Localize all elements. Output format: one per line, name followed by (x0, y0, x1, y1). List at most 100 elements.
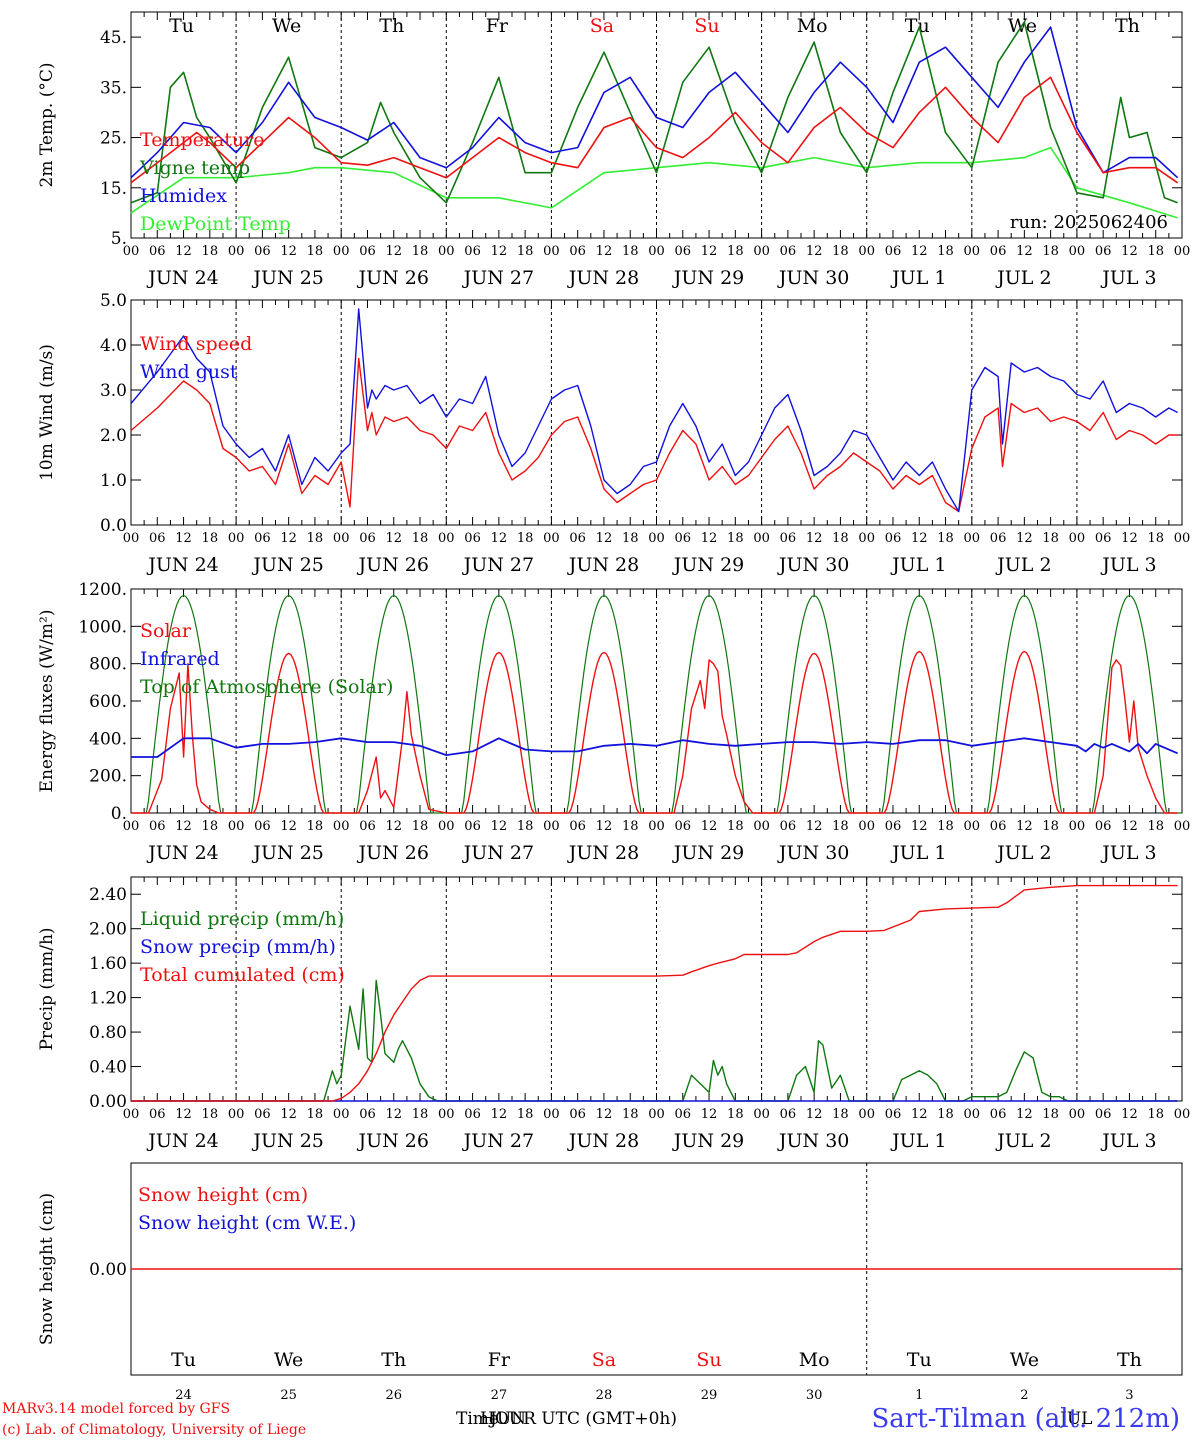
panels: 5.15.25.35.45.2m Temp. (°C)00 06 12 18 00 06 1… (37, 11, 1191, 1403)
hour-tick-label: 12 (1121, 244, 1138, 259)
hour-tick-label: 06 (780, 819, 797, 834)
hour-tick-label: 18 (832, 244, 849, 259)
date-label: JUN 28 (567, 554, 639, 576)
legend-entry: DewPoint Temp (140, 213, 291, 235)
hour-tick-label: 00 (543, 819, 560, 834)
y-tick-label: 5.0 (100, 291, 127, 311)
hour-tick-label: 06 (885, 819, 902, 834)
hour-tick-label: 00 (1174, 1107, 1191, 1122)
hour-tick-label: 18 (727, 531, 744, 546)
hour-tick-label: 06 (675, 531, 692, 546)
hour-tick-label: 06 (885, 244, 902, 259)
hour-tick-label: 18 (727, 244, 744, 259)
hour-tick-label: 12 (280, 244, 297, 259)
hour-tick-label: 06 (780, 531, 797, 546)
hour-tick-label: 00 (543, 531, 560, 546)
weekday-label: Su (696, 1349, 721, 1371)
hour-tick-label: 00 (1174, 819, 1191, 834)
y-tick-label: 5. (111, 229, 127, 249)
hour-tick-label: 18 (412, 244, 429, 259)
hour-tick-label: 18 (307, 1107, 324, 1122)
hour-tick-label: 18 (202, 1107, 219, 1122)
day-number-label: 25 (280, 1388, 297, 1403)
date-label: JUN 24 (146, 842, 218, 864)
hour-tick-label: 12 (175, 531, 192, 546)
hour-tick-label: 18 (412, 819, 429, 834)
weekday-label: Sa (590, 15, 614, 37)
date-label: JUN 25 (251, 842, 323, 864)
hour-tick-label: 06 (569, 531, 586, 546)
hour-tick-label: 00 (1069, 1107, 1086, 1122)
date-label: JUL 2 (995, 842, 1051, 864)
hour-tick-label: 18 (622, 244, 639, 259)
hour-tick-label: 18 (517, 244, 534, 259)
hour-tick-label: 06 (254, 1107, 271, 1122)
day-number-label: 3 (1125, 1388, 1133, 1403)
hour-tick-label: 12 (911, 1107, 928, 1122)
hour-tick-label: 18 (307, 244, 324, 259)
hour-tick-label: 00 (858, 244, 875, 259)
date-label: JUN 25 (251, 267, 323, 289)
legend-entry: Infrared (140, 648, 220, 670)
hour-tick-label: 12 (385, 531, 402, 546)
panel-3: 0. 200. 400. 600. 800. 1000. 1200. Energy fluxe… (37, 580, 1190, 864)
hour-tick-label: 18 (307, 531, 324, 546)
hour-tick-label: 12 (385, 244, 402, 259)
hour-tick-label: 06 (149, 244, 166, 259)
hour-tick-label: 12 (280, 531, 297, 546)
hour-tick-label: 12 (701, 531, 718, 546)
hour-tick-label: 18 (937, 819, 954, 834)
legend-entry: Top of Atmosphere (Solar) (140, 676, 393, 698)
hour-tick-label: 12 (911, 819, 928, 834)
plot-frame (130, 588, 1183, 814)
hour-tick-label: 00 (438, 819, 455, 834)
hour-tick-label: 18 (1147, 244, 1164, 259)
xlabel-time: Time (456, 1409, 499, 1429)
y-tick-label: 0.40 (89, 1058, 127, 1078)
infrared-line (131, 737, 1178, 758)
hour-tick-label: 06 (254, 819, 271, 834)
hour-tick-label: 18 (202, 531, 219, 546)
hour-tick-label: 00 (648, 1107, 665, 1122)
date-label: JUN 27 (462, 554, 534, 576)
hour-tick-label: 00 (964, 819, 981, 834)
weekday-label: Mo (799, 1349, 830, 1371)
hour-tick-label: 00 (964, 531, 981, 546)
hour-tick-label: 00 (123, 1107, 140, 1122)
date-label: JUN 28 (567, 1130, 639, 1152)
hour-tick-label: 18 (727, 819, 744, 834)
hour-tick-label: 12 (806, 1107, 823, 1122)
hour-tick-label: 00 (438, 531, 455, 546)
hour-tick-label: 18 (832, 819, 849, 834)
date-label: JUN 29 (672, 1130, 744, 1152)
date-label: JUN 27 (462, 267, 534, 289)
hour-tick-label: 12 (806, 531, 823, 546)
y-tick-label: 2.40 (89, 885, 127, 905)
hour-tick-label: 00 (648, 244, 665, 259)
hour-tick-label: 06 (990, 819, 1007, 834)
hour-tick-label: 00 (543, 1107, 560, 1122)
hour-tick-label: 00 (648, 819, 665, 834)
hour-tick-label: 18 (412, 531, 429, 546)
weekday-label: Tu (171, 1349, 196, 1371)
legend-entry: Snow precip (mm/h) (140, 936, 336, 958)
hour-tick-label: 12 (596, 244, 613, 259)
hour-tick-label: 18 (1042, 531, 1059, 546)
hour-tick-label: 18 (937, 531, 954, 546)
hour-tick-label: 06 (990, 1107, 1007, 1122)
hour-tick-label: 18 (517, 1107, 534, 1122)
hour-tick-label: 06 (780, 244, 797, 259)
y-tick-label: 400. (89, 729, 127, 749)
legend-entry: Wind gust (140, 361, 238, 383)
hour-tick-label: 00 (228, 531, 245, 546)
hour-tick-label: 06 (149, 819, 166, 834)
hour-tick-label: 06 (990, 244, 1007, 259)
panel-4: 0.00 0.40 0.80 1.20 1.60 2.00 2.40 Precip (mm/h… (37, 876, 1191, 1152)
hour-tick-label: 00 (543, 244, 560, 259)
temperature-line (130, 76, 1179, 184)
date-label: JUL 3 (1100, 554, 1156, 576)
hour-tick-label: 06 (359, 531, 376, 546)
hour-tick-label: 00 (1069, 531, 1086, 546)
y-tick-label: 2.0 (100, 426, 127, 446)
